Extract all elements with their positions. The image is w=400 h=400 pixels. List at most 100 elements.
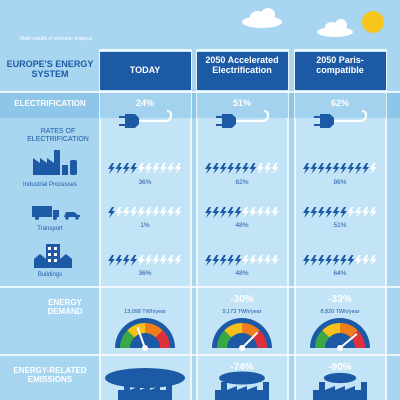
bolt: [145, 255, 152, 266]
bolt: [256, 163, 264, 174]
gauge-segment: [315, 330, 330, 348]
bolt: [137, 207, 145, 218]
bolt: [242, 163, 249, 174]
plug-cord: [334, 110, 368, 122]
demand-value: 13,098 TWh/year: [123, 309, 167, 315]
bolt: [340, 163, 347, 174]
plug-body: [125, 114, 139, 128]
bolt: [347, 207, 355, 218]
bolt: [205, 163, 212, 174]
gauge: [212, 318, 272, 351]
bolt: [130, 207, 138, 218]
bolt: [340, 255, 347, 266]
gauge-needle: [136, 326, 146, 349]
bolt: [152, 207, 160, 218]
bolt: [234, 255, 242, 266]
bolt: [310, 163, 318, 174]
bolt: [325, 255, 333, 266]
plug-pins: [216, 116, 222, 126]
rate-value: 64%: [333, 270, 347, 277]
bolt: [242, 255, 249, 266]
bolt: [219, 207, 227, 218]
bolt: [212, 207, 220, 218]
gauge-segment: [120, 330, 135, 348]
bolt: [227, 163, 235, 174]
gauge: [310, 318, 370, 351]
bolt: [108, 255, 115, 266]
emissions-change: -74%: [230, 362, 254, 373]
gauge: [115, 318, 175, 351]
bolt: [159, 255, 167, 266]
gauge-needle: [339, 333, 358, 349]
demand-value: 9,173 TWh/year: [222, 309, 262, 315]
bolt: [271, 207, 279, 218]
bolt: [115, 255, 123, 266]
bolt: [271, 163, 279, 174]
column-header: 2050 Paris-compatible: [316, 55, 364, 75]
bolt: [249, 207, 257, 218]
bolt: [174, 163, 182, 174]
rate-value: 51%: [333, 222, 347, 229]
bolt: [249, 163, 257, 174]
gauge-hub: [337, 345, 343, 351]
plug-body: [222, 114, 236, 128]
bolt: [234, 207, 242, 218]
bolt: [159, 207, 167, 218]
bolt: [122, 163, 130, 174]
smoke: [323, 372, 357, 384]
bolt: [122, 255, 130, 266]
gauge-segment: [322, 323, 340, 338]
row-label: ENERGY DEMAND: [47, 298, 83, 316]
bolt: [115, 207, 123, 218]
smoke: [105, 368, 185, 388]
bolt: [256, 255, 264, 266]
bolt: [219, 255, 227, 266]
emissions-icon: [215, 371, 269, 400]
bolt: [303, 163, 310, 174]
bolt: [137, 255, 145, 266]
gauge-segment: [217, 330, 232, 348]
factory: [313, 382, 367, 400]
plug-pins: [314, 116, 320, 126]
rate-value: 48%: [235, 270, 249, 277]
bolt: [167, 163, 175, 174]
gauge-segment: [350, 330, 365, 348]
gauge-segment: [224, 323, 242, 338]
bolt: [174, 207, 182, 218]
bolt: [227, 207, 235, 218]
smoke: [219, 371, 265, 385]
bolt: [369, 207, 377, 218]
bolt: [137, 163, 145, 174]
demand-change: -33%: [328, 294, 352, 305]
bolt: [264, 207, 272, 218]
row-label: RATES OF ELECTRIFICATION: [27, 128, 89, 143]
rate-value: 48%: [235, 222, 249, 229]
plug-icon: [119, 110, 173, 128]
bolt: [108, 207, 115, 218]
bolt: [130, 255, 138, 266]
rate-value: 62%: [235, 179, 249, 186]
bolt: [227, 255, 235, 266]
plug-body: [320, 114, 334, 128]
emissions-icon: [105, 368, 185, 400]
emissions-change: -90%: [328, 362, 352, 373]
bolt: [317, 163, 325, 174]
factory: [118, 382, 172, 400]
bolt: [347, 255, 355, 266]
bolt: [174, 255, 182, 266]
rate-label: Transport: [37, 226, 63, 232]
bolt: [362, 255, 370, 266]
bolt: [362, 163, 370, 174]
bolt: [108, 163, 115, 174]
rate-value: 1%: [140, 222, 150, 229]
gauge-segment: [155, 330, 170, 348]
bolt: [205, 255, 212, 266]
bolt: [145, 163, 152, 174]
bolt: [354, 255, 362, 266]
electrification-value: 62%: [330, 98, 349, 108]
bolt: [369, 255, 377, 266]
bolt: [167, 207, 175, 218]
bolt: [212, 163, 220, 174]
